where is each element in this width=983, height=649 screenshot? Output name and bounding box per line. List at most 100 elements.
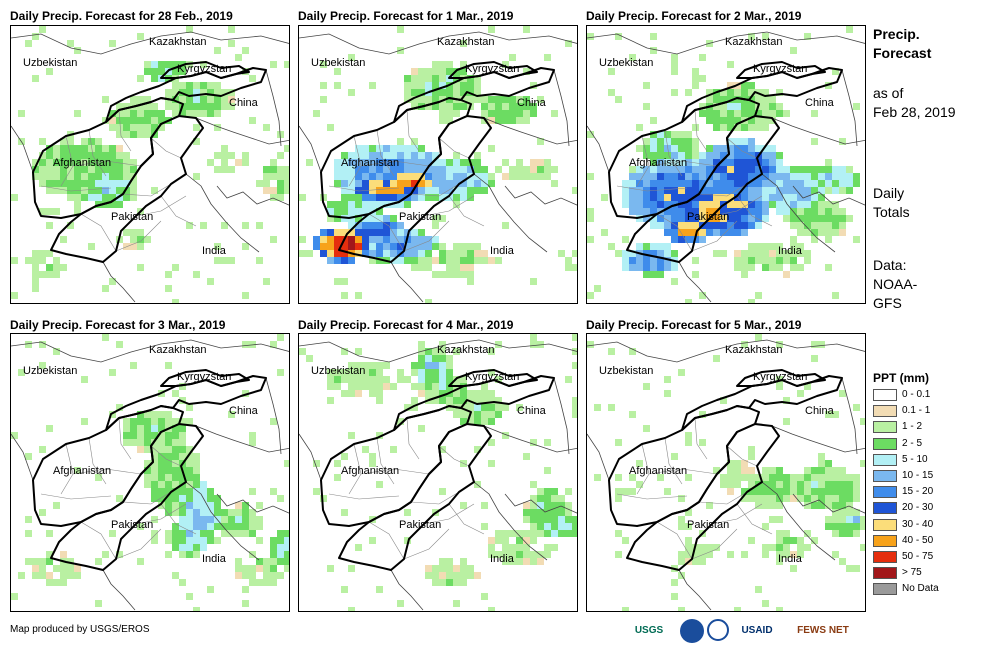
neighbor-boundaries <box>11 339 289 611</box>
legend-swatch <box>873 389 897 401</box>
legend-label: 30 - 40 <box>902 518 934 530</box>
place-label-kazakhstan: Kazakhstan <box>437 36 495 48</box>
place-label-kazakhstan: Kazakhstan <box>149 344 207 356</box>
place-label-uzbekistan: Uzbekistan <box>599 365 654 377</box>
legend-label: 50 - 75 <box>902 551 934 562</box>
map-panel-4: Kazakhstan Uzbekistan Kyrgyzstan China Afgha… <box>10 333 290 612</box>
place-label-uzbekistan: Uzbekistan <box>311 365 366 377</box>
usaid-logo: USAID <box>731 617 783 643</box>
place-label-afghanistan: Afghanistan <box>341 157 400 169</box>
sidebar-title-line2: Forecast <box>873 45 932 61</box>
map-panel-2: Kazakhstan Uzbekistan Kyrgyzstan China Afgha… <box>298 25 578 304</box>
country-boundaries <box>608 369 843 571</box>
place-label-pakistan: Pakistan <box>111 519 154 531</box>
place-label-china: China <box>517 405 546 417</box>
legend-label: 40 - 50 <box>902 534 934 546</box>
legend-swatch <box>873 502 897 515</box>
province-boundaries <box>328 417 485 560</box>
credit-text: Map produced by USGS/EROS <box>10 624 150 635</box>
place-label-china: China <box>229 405 258 417</box>
legend-swatch <box>873 453 897 466</box>
place-label-china: China <box>229 97 258 109</box>
province-boundaries <box>616 109 773 252</box>
place-label-afghanistan: Afghanistan <box>341 465 400 477</box>
place-label-kazakhstan: Kazakhstan <box>725 36 783 48</box>
sidebar-data-line2: NOAA- <box>873 276 918 292</box>
panel-title-3: Daily Precip. Forecast for 2 Mar., 2019 <box>586 9 802 23</box>
place-label-uzbekistan: Uzbekistan <box>23 365 78 377</box>
sidebar-data-line1: Data: <box>873 257 907 273</box>
place-label-kyrgyzstan: Kyrgyzstan <box>177 63 232 75</box>
precip-field <box>11 334 289 611</box>
sidebar-data-line3: GFS <box>873 295 902 311</box>
place-label-afghanistan: Afghanistan <box>53 465 112 477</box>
place-label-kyrgyzstan: Kyrgyzstan <box>465 63 520 75</box>
province-boundaries <box>616 417 773 560</box>
place-label-china: China <box>805 405 834 417</box>
province-boundaries <box>328 109 485 252</box>
legend-title: PPT (mm) <box>873 371 930 385</box>
place-label-kazakhstan: Kazakhstan <box>149 36 207 48</box>
map-panel-6: Kazakhstan Uzbekistan Kyrgyzstan China Afgha… <box>586 333 866 612</box>
place-label-pakistan: Pakistan <box>687 519 730 531</box>
neighbor-boundaries <box>299 339 577 611</box>
place-label-pakistan: Pakistan <box>687 211 730 223</box>
legend-swatch <box>873 421 897 434</box>
legend-label: No Data <box>902 583 939 595</box>
country-boundaries <box>320 369 555 571</box>
neighbor-boundaries <box>11 31 289 303</box>
place-label-afghanistan: Afghanistan <box>53 157 112 169</box>
place-label-china: China <box>805 97 834 109</box>
sidebar-title-line1: Precip. <box>873 26 920 42</box>
place-label-india: India <box>490 553 514 565</box>
legend-label: 5 - 10 <box>902 453 928 465</box>
usgs-logo: USGS <box>620 617 678 643</box>
sidebar-daily-line2: Totals <box>873 204 910 220</box>
precip-field <box>587 334 865 611</box>
place-label-india: India <box>778 553 802 565</box>
legend-label: 15 - 20 <box>902 486 934 498</box>
place-label-kyrgyzstan: Kyrgyzstan <box>753 63 808 75</box>
sidebar-asof-line2: Feb 28, 2019 <box>873 104 956 120</box>
place-label-kyrgyzstan: Kyrgyzstan <box>177 371 232 383</box>
place-label-pakistan: Pakistan <box>399 519 442 531</box>
place-label-uzbekistan: Uzbekistan <box>311 57 366 69</box>
precip-map-5 <box>299 334 577 611</box>
legend-label: 0.1 - 1 <box>902 405 931 417</box>
legend-label: 0 - 0.1 <box>902 389 931 400</box>
place-label-pakistan: Pakistan <box>399 211 442 223</box>
place-label-uzbekistan: Uzbekistan <box>23 57 78 69</box>
seal-logo <box>707 619 729 641</box>
map-panel-1: Kazakhstan Uzbekistan Kyrgyzstan China Afgha… <box>10 25 290 304</box>
legend-swatch <box>873 486 897 499</box>
place-label-china: China <box>517 97 546 109</box>
place-label-india: India <box>490 245 514 257</box>
legend-swatch <box>873 567 897 580</box>
panel-title-4: Daily Precip. Forecast for 3 Mar., 2019 <box>10 318 226 332</box>
neighbor-boundaries <box>587 339 865 611</box>
place-label-india: India <box>202 245 226 257</box>
legend-swatch <box>873 437 897 450</box>
neighbor-boundaries <box>299 31 577 303</box>
neighbor-boundaries <box>587 31 865 303</box>
sidebar-daily-line1: Daily <box>873 185 905 201</box>
country-boundaries <box>32 369 267 571</box>
place-label-kazakhstan: Kazakhstan <box>725 344 783 356</box>
place-label-pakistan: Pakistan <box>111 211 154 223</box>
country-boundaries <box>32 61 267 263</box>
province-boundaries <box>40 109 197 252</box>
precip-map-1 <box>11 26 289 303</box>
legend-swatch <box>873 405 897 418</box>
map-panel-5: Kazakhstan Uzbekistan Kyrgyzstan China Afgha… <box>298 333 578 612</box>
panel-title-1: Daily Precip. Forecast for 28 Feb., 2019 <box>10 9 233 23</box>
precip-map-4 <box>11 334 289 611</box>
fewsnet-logo: FEWS NET <box>787 617 859 643</box>
legend-label: 20 - 30 <box>902 502 934 514</box>
precip-field <box>587 26 860 303</box>
precip-map-2 <box>299 26 577 303</box>
precip-map-6 <box>587 334 865 611</box>
legend-swatch <box>873 583 897 596</box>
place-label-afghanistan: Afghanistan <box>629 465 688 477</box>
country-boundaries <box>608 61 843 263</box>
panel-title-2: Daily Precip. Forecast for 1 Mar., 2019 <box>298 9 514 23</box>
